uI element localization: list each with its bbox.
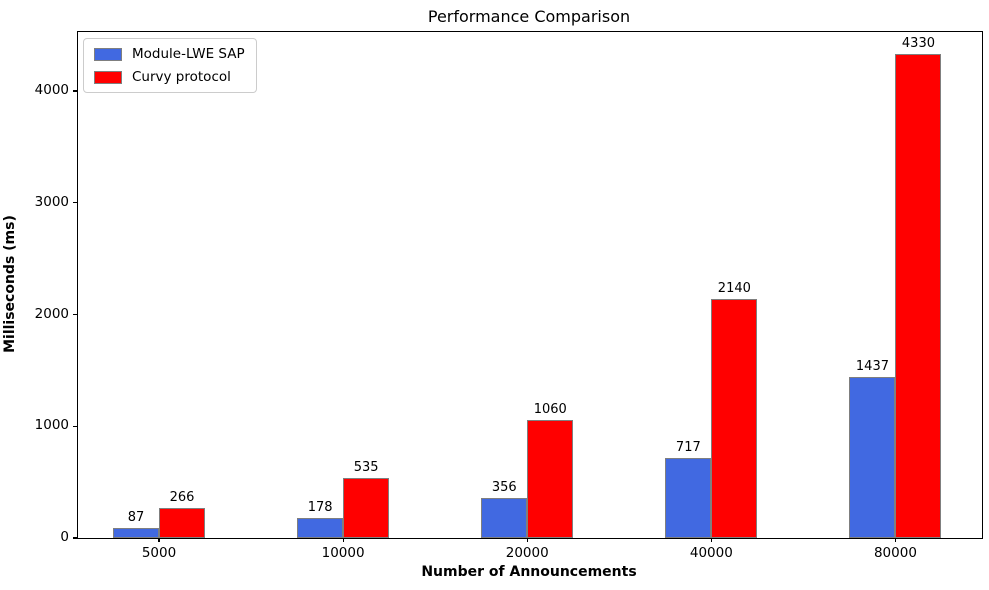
x-axis-label: Number of Announcements [421,564,637,580]
bar-curvy-protocol-10000 [343,478,390,538]
bar-value-label: 1060 [533,401,567,417]
x-tick-mark [526,538,528,542]
bar-value-label: 87 [127,510,145,526]
x-tick-label: 40000 [689,545,733,561]
y-tick-mark [73,425,77,427]
x-tick-mark [710,538,712,542]
x-tick-label: 80000 [873,545,917,561]
y-tick-label: 2000 [34,305,69,322]
bar-module-lwe-sap-5000 [113,528,159,538]
bar-module-lwe-sap-20000 [481,498,528,538]
x-tick-mark [158,538,160,542]
y-tick-mark [73,537,77,539]
y-tick-label: 3000 [34,193,69,210]
bar-value-label: 356 [491,480,517,496]
plot-area: Module-LWE SAP Curvy protocol 0 1000 2000 30… [35,31,983,561]
legend-swatch [94,47,122,61]
bar-curvy-protocol-5000 [159,508,205,538]
x-tick-label: 5000 [141,545,177,561]
y-tick-label: 4000 [34,82,69,98]
x-tick-mark [342,538,344,542]
bar-module-lwe-sap-80000 [849,377,896,538]
bar-value-label: 717 [675,439,701,455]
legend-item: Curvy protocol [94,69,245,85]
x-tick-label: 20000 [505,545,549,561]
bar-curvy-protocol-20000 [527,419,574,538]
y-tick-mark [73,90,77,92]
y-tick-mark [73,313,77,316]
bar-value-label: 2140 [717,280,751,296]
bar-module-lwe-sap-40000 [665,457,712,538]
legend-swatch [94,70,122,84]
legend-label: Curvy protocol [132,69,231,85]
legend-item: Module-LWE SAP [94,46,245,62]
bar-curvy-protocol-80000 [895,54,942,538]
bar-module-lwe-sap-10000 [297,518,344,538]
bar-value-label: 535 [353,460,379,476]
bar-curvy-protocol-40000 [711,298,758,538]
chart-title: Performance Comparison [427,7,631,26]
legend: Module-LWE SAP Curvy protocol [83,38,257,93]
bar-value-label: 4330 [901,36,935,52]
bar-value-label: 1437 [855,359,889,375]
legend-label: Module-LWE SAP [132,46,245,62]
bar-value-label: 178 [307,500,333,516]
x-tick-label: 10000 [321,545,365,561]
y-tick-label: 1000 [34,417,69,434]
y-tick-mark [73,202,77,204]
x-tick-mark [894,538,897,542]
bar-value-label: 266 [169,490,195,506]
y-tick-label: 0 [60,529,69,545]
